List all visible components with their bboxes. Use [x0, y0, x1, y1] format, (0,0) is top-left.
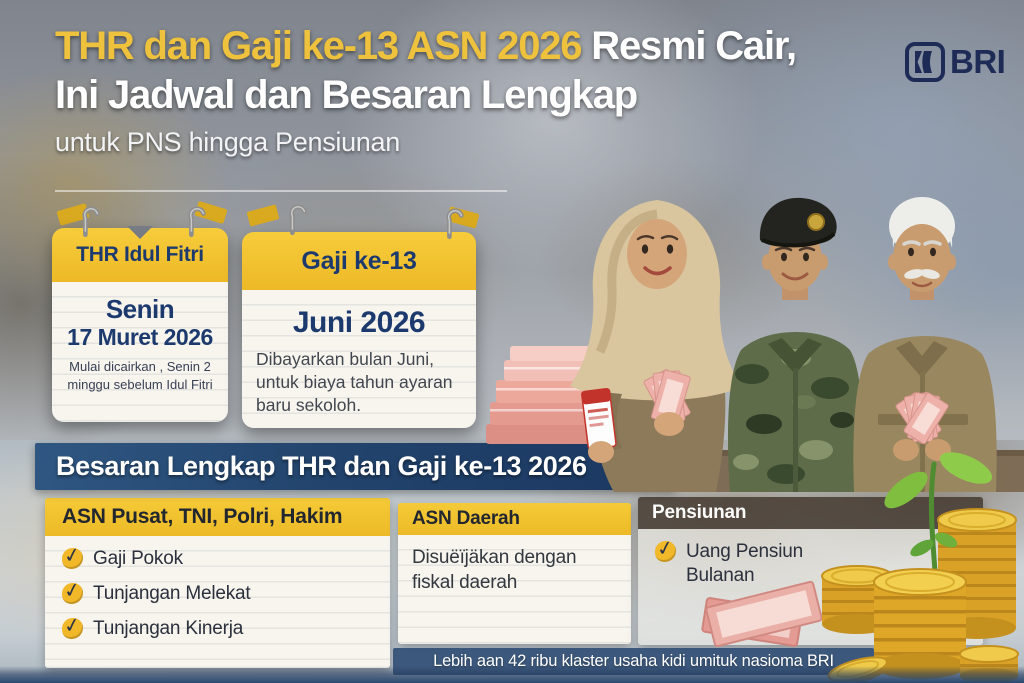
gaji13-date: Juni 2026	[292, 306, 426, 339]
footer-text: Lebih aan 42 ribu klaster usaha kidi umi…	[433, 652, 834, 670]
list-item: Gaji Pokok	[45, 536, 390, 571]
list-item-label: Tunjangan Kinerja	[93, 618, 244, 639]
bri-logo-text: BRI	[950, 43, 1006, 80]
ring-icon	[289, 204, 307, 236]
section-banner-title: Besaran Lengkap THR dan Gaji ke-13 2026	[56, 451, 587, 481]
check-icon	[655, 541, 676, 562]
panel-asn-pusat-body: Gaji Pokok Tunjangan Melekat Tunjangan K…	[45, 536, 390, 668]
ring-icon	[82, 206, 100, 238]
check-icon	[62, 548, 83, 569]
thr-date: 17 Muret 2026	[67, 324, 213, 350]
title-highlight: THR dan Gaji ke-13 ASN 2026	[55, 24, 583, 68]
pensioner-illustration	[853, 197, 997, 492]
list-item-label: Gaji Pokok	[93, 548, 183, 569]
bri-logo: BRI	[905, 42, 1006, 82]
sprout-illustration	[884, 452, 993, 591]
check-icon	[62, 583, 83, 604]
panel-pensiunan-header: Pensiunan	[638, 497, 983, 529]
title-divider	[55, 190, 507, 192]
calendar-card-gaji13: Gaji ke-13 Juni 2026 Dibayarkan bulan Ju…	[242, 232, 476, 428]
title-rest: Resmi Cair,	[591, 24, 797, 68]
bottom-navy-edge	[0, 666, 1024, 683]
beret-badge	[807, 213, 825, 231]
title-line-1: THR dan Gaji ke-13 ASN 2026 Resmi Cair,	[55, 22, 797, 71]
calendar-card-thr-body: Senin 17 Muret 2026 Mulai dicairkan , Se…	[52, 282, 228, 422]
people-illustration	[486, 197, 1024, 492]
panel-asn-daerah-text: Disuëïjäkan dengan fiskal daerah	[412, 547, 577, 594]
section-banner: Besaran Lengkap THR dan Gaji ke-13 2026	[35, 443, 676, 490]
ring-icon	[446, 208, 464, 240]
panel-asn-pusat-header: ASN Pusat, TNI, Polri, Hakim	[45, 498, 390, 536]
panel-asn-pusat: ASN Pusat, TNI, Polri, Hakim Gaji Pokok …	[45, 498, 390, 668]
banknote-fan	[893, 391, 951, 461]
gaji13-note: Dibayarkan bulan Juni, untuk biaya tahun…	[256, 349, 453, 415]
banknotes-illustration	[701, 580, 823, 648]
soldier-illustration	[727, 197, 863, 492]
thr-note: Mulai dicairkan , Senin 2 minggu sebelum…	[67, 359, 213, 392]
thr-day: Senin	[105, 294, 175, 324]
title-subtitle: untuk PNS hingga Pensiunan	[55, 127, 400, 157]
panel-asn-daerah: ASN Daerah Disuëïjäkan dengan fiskal dae…	[398, 503, 631, 644]
red-card-illustration	[581, 387, 617, 450]
title-block: THR dan Gaji ke-13 ASN 2026 Resmi Cair, …	[55, 22, 797, 162]
banknote-fan	[643, 369, 691, 436]
panel-asn-daerah-body: Disuëïjäkan dengan fiskal daerah	[398, 535, 631, 644]
calendar-card-gaji13-header: Gaji ke-13	[242, 232, 476, 290]
check-icon	[62, 618, 83, 639]
calendar-card-gaji13-body: Juni 2026 Dibayarkan bulan Juni, untuk b…	[242, 290, 476, 428]
bri-logo-icon	[905, 42, 945, 82]
title-line-2: Ini Jadwal dan Besaran Lengkap	[55, 73, 638, 117]
list-item: Uang Pensiun Bulanan	[638, 529, 983, 588]
coins-illustration	[821, 452, 1019, 683]
calendar-card-thr: THR Idul Fitri Senin 17 Muret 2026 Mulai…	[52, 228, 228, 422]
list-item: Tunjangan Melekat	[45, 571, 390, 606]
woman-illustration	[570, 200, 742, 492]
list-item: Tunjangan Kinerja	[45, 606, 390, 641]
panel-asn-daerah-header: ASN Daerah	[398, 503, 631, 535]
list-item-label: Tunjangan Melekat	[93, 583, 251, 604]
ring-icon	[188, 206, 206, 238]
list-item-label: Uang Pensiun Bulanan	[686, 541, 803, 586]
